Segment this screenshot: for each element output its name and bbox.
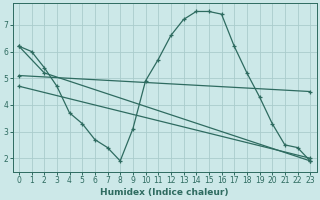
X-axis label: Humidex (Indice chaleur): Humidex (Indice chaleur) [100,188,229,197]
